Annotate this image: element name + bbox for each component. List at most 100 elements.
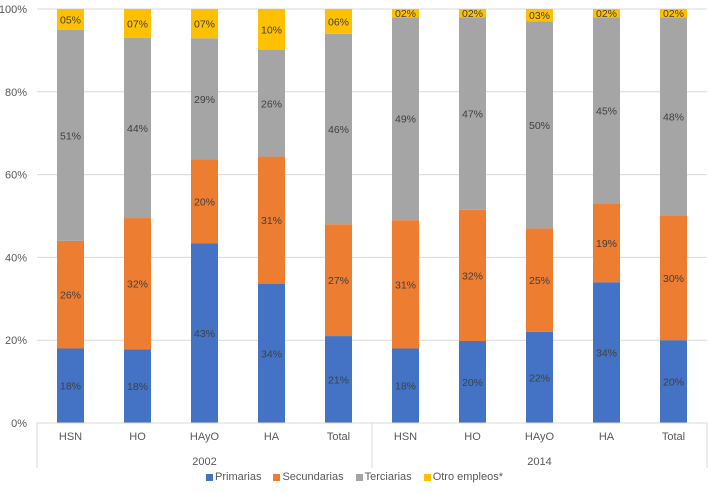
group-label: 2002 [192,456,216,468]
bar-segment-terciarias [593,17,620,204]
legend-swatch-icon [206,473,213,481]
legend-item: Primarias [206,471,261,483]
bar-segment-otro-empleos [526,9,553,22]
legend-label: Primarias [215,471,262,483]
data-label: 19% [596,238,617,250]
bar-segment-secundarias [392,220,419,349]
y-tick-label: 0% [11,418,27,430]
data-label: 05% [60,14,81,26]
bar-segment-secundarias [660,216,687,341]
bar-segment-otro-empleos [124,9,151,38]
bar-segment-primarias [459,341,486,423]
data-label: 10% [261,24,282,36]
x-tick-label: Total [662,431,685,443]
data-label: 03% [529,10,550,22]
data-label: 20% [663,377,684,389]
x-tick-label: HA [264,431,280,443]
data-label: 02% [663,8,684,20]
legend-label: Otro empleos* [432,471,503,483]
data-label: 45% [596,105,617,117]
data-label: 06% [328,16,349,28]
data-label: 50% [529,120,550,132]
bar-segment-secundarias [526,228,553,332]
data-label: 47% [462,109,483,121]
legend-label: Secundarias [282,471,344,483]
data-label: 26% [261,98,282,110]
bar-segment-terciarias [392,17,419,221]
x-tick-label: HAyO [525,431,555,443]
data-label: 43% [194,328,215,340]
data-label: 02% [462,8,483,20]
y-tick-label: 40% [5,252,27,264]
bar-segment-secundarias [57,240,84,349]
data-label: 48% [663,112,684,124]
data-label: 18% [395,381,416,393]
data-label: 30% [663,273,684,285]
bar-segment-secundarias [191,159,218,244]
legend-swatch-icon [355,473,363,481]
data-label: 27% [328,275,349,287]
legend: Primarias Secundarias Terciarias Otro emple… [0,471,709,483]
bar-segment-secundarias [258,156,285,284]
x-tick-label: HAyO [190,431,220,443]
bar-segment-primarias [392,348,419,423]
group-label: 2014 [527,456,551,468]
bar-segment-otro-empleos [593,9,620,18]
data-label: 07% [194,19,215,31]
data-label: 51% [60,130,81,142]
x-tick-label: HSN [59,431,82,443]
data-label: 02% [395,8,416,20]
x-tick-label: HO [129,431,146,443]
legend-item: Secundarias [273,471,344,483]
bar-segment-terciarias [258,49,285,157]
data-label: 25% [529,275,550,287]
x-tick-label: HA [599,431,615,443]
data-labels: 18% 26% 51% 05% 18% 32% 44% 07% 43% 20% 29% 07% 34% 3… [60,8,684,393]
data-label: 29% [194,94,215,106]
bar-segment-primarias [258,283,285,423]
x-axis: HSN HO HAyO HA Total HSN HO HAyO HA Total 2002 2014 [36,422,708,468]
bar-segment-secundarias [124,218,151,350]
bar-segment-secundarias [325,224,352,337]
data-label: 49% [395,114,416,126]
bar-segment-terciarias [660,17,687,217]
data-label: 44% [127,123,148,135]
bar-segment-otro-empleos [325,9,352,34]
data-label: 26% [60,290,81,302]
bar-segment-primarias [124,349,151,423]
bar-segment-otro-empleos [660,9,687,18]
data-label: 31% [395,279,416,291]
data-label: 34% [261,348,282,360]
data-label: 34% [596,348,617,360]
bar-segment-primarias [526,331,553,423]
y-tick-label: 100% [0,4,27,16]
bar-segment-terciarias [325,33,352,225]
legend-item: Otro empleos* [423,471,503,483]
legend-swatch-icon [273,473,281,481]
data-label: 32% [462,270,483,282]
bar-segment-otro-empleos [392,9,419,18]
data-label: 32% [127,279,148,291]
bar-segment-primarias [593,282,620,423]
x-tick-label: Total [327,431,350,443]
bar-segment-secundarias [459,209,486,342]
data-label: 20% [462,377,483,389]
x-tick-label: HO [464,431,481,443]
data-label: 46% [328,124,349,136]
bar-segment-primarias [191,243,218,423]
bar-segment-terciarias [191,38,218,160]
y-tick-label: 60% [5,170,27,182]
bar-segment-terciarias [57,29,84,241]
legend-item: Terciarias [355,471,412,483]
bar-segment-terciarias [526,21,553,229]
legend-label: Terciarias [364,471,412,483]
bar-segment-otro-empleos [191,9,218,39]
bar-segment-otro-empleos [258,9,285,50]
bar-segment-terciarias [124,37,151,219]
bar-segment-primarias [325,336,352,423]
legend-swatch-icon [423,473,431,481]
bar-segment-terciarias [459,17,486,210]
y-tick-label: 80% [5,87,27,99]
y-tick-label: 20% [5,335,27,347]
